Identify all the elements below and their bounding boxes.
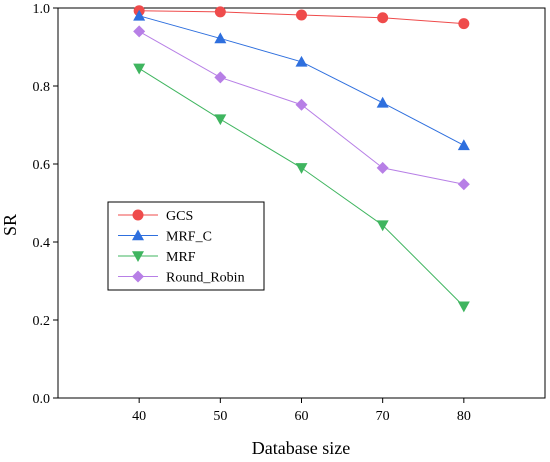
x-tick-label: 60: [295, 409, 309, 424]
legend-item-round-robin: Round_Robin: [118, 270, 245, 286]
legend-item-gcs: GCS: [118, 209, 193, 224]
legend-label-mrf-c: MRF_C: [166, 230, 212, 245]
data-point-mrf-c: [214, 32, 227, 44]
data-point-gcs: [214, 6, 226, 18]
y-tick-label: 0.4: [33, 236, 51, 251]
series-round-robin: [133, 25, 470, 191]
data-point-mrf-c: [295, 55, 308, 67]
legend-label-mrf: MRF: [166, 250, 196, 265]
legend-marker-mrf-c: [132, 229, 144, 241]
legend-marker-round-robin: [132, 270, 144, 283]
legend-label-round-robin: Round_Robin: [166, 271, 245, 286]
series-line-mrf-c: [139, 15, 465, 146]
y-tick-label: 0.2: [33, 314, 51, 329]
data-point-gcs: [296, 9, 307, 21]
y-tick-label: 1.0: [33, 2, 51, 17]
series-mrf: [133, 63, 470, 313]
legend-label-gcs: GCS: [166, 209, 193, 224]
legend: GCS MRF_C MRF Round_Robin: [107, 201, 265, 291]
data-point-mrf: [457, 301, 470, 313]
data-point-mrf-c: [133, 9, 146, 21]
series-mrf-c: [133, 9, 470, 151]
y-tick-label: 0.6: [33, 158, 51, 173]
data-point-mrf: [133, 63, 146, 75]
y-tick-label: 0.0: [33, 392, 51, 407]
series-layer: [133, 5, 470, 313]
data-point-gcs: [377, 12, 389, 24]
x-tick-label: 50: [213, 409, 227, 424]
data-point-round-robin: [214, 71, 227, 84]
data-point-mrf: [376, 220, 389, 232]
data-point-round-robin: [457, 178, 470, 191]
x-axis-title: Database size: [252, 438, 350, 458]
x-tick-label: 80: [457, 409, 471, 424]
data-point-mrf: [295, 163, 308, 174]
axes: 0.0 0.2 0.4 0.6 0.8 1.0 40 50 60 70 80: [33, 2, 546, 424]
x-tick-label: 70: [376, 409, 390, 424]
data-point-mrf-c: [376, 96, 389, 108]
x-tick-label: 40: [132, 409, 146, 424]
data-point-round-robin: [133, 25, 146, 38]
legend-item-mrf: MRF: [118, 250, 196, 265]
y-tick-label: 0.8: [33, 80, 51, 95]
data-point-mrf-c: [457, 139, 470, 151]
series-gcs: [133, 5, 470, 30]
data-point-round-robin: [295, 98, 308, 111]
data-point-mrf: [214, 114, 227, 126]
data-point-gcs: [458, 18, 470, 30]
legend-marker-mrf: [132, 251, 144, 262]
legend-item-mrf-c: MRF_C: [118, 229, 212, 245]
legend-marker-gcs: [132, 209, 144, 221]
data-point-round-robin: [376, 161, 389, 174]
y-axis-title: SR: [0, 214, 20, 236]
